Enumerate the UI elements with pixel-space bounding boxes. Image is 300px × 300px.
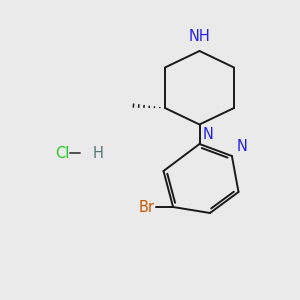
Text: NH: NH bbox=[189, 29, 210, 44]
Text: Cl: Cl bbox=[56, 146, 70, 160]
Text: H: H bbox=[93, 146, 104, 160]
Text: N: N bbox=[202, 127, 213, 142]
Text: Br: Br bbox=[139, 200, 154, 214]
Text: N: N bbox=[237, 139, 248, 154]
